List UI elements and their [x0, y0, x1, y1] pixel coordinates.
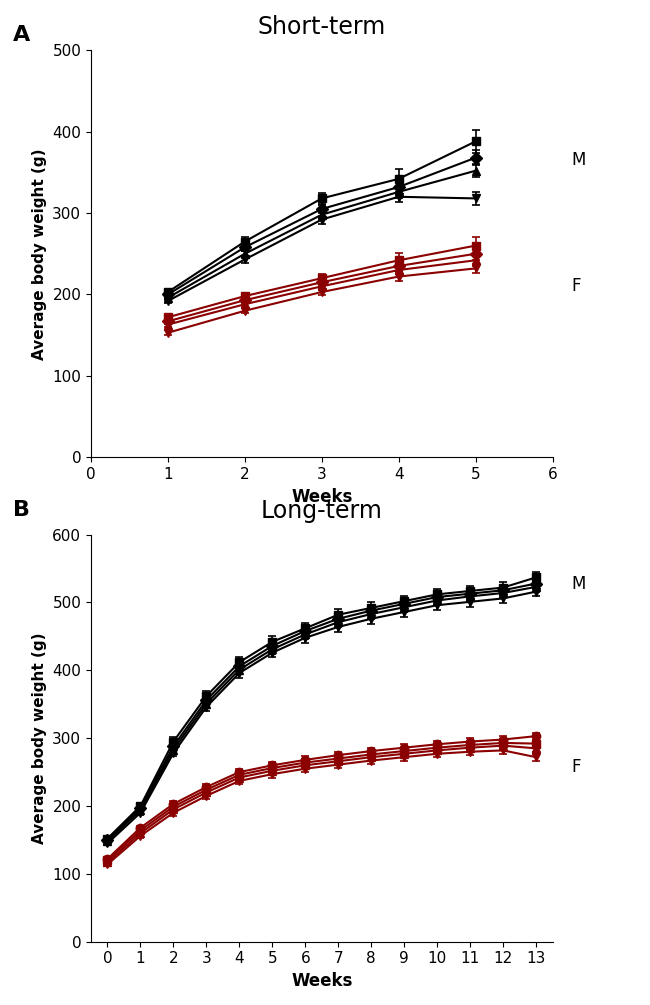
Text: M: M [571, 575, 586, 593]
Y-axis label: Average body weight (g): Average body weight (g) [32, 148, 47, 360]
Text: B: B [13, 500, 30, 521]
X-axis label: Weeks: Weeks [291, 487, 352, 506]
Title: Long-term: Long-term [261, 499, 383, 523]
Text: A: A [13, 25, 31, 45]
Y-axis label: Average body weight (g): Average body weight (g) [32, 632, 47, 844]
Text: F: F [571, 758, 580, 776]
Text: F: F [571, 277, 580, 295]
Title: Short-term: Short-term [257, 15, 386, 38]
X-axis label: Weeks: Weeks [291, 972, 352, 990]
Text: M: M [571, 151, 586, 169]
